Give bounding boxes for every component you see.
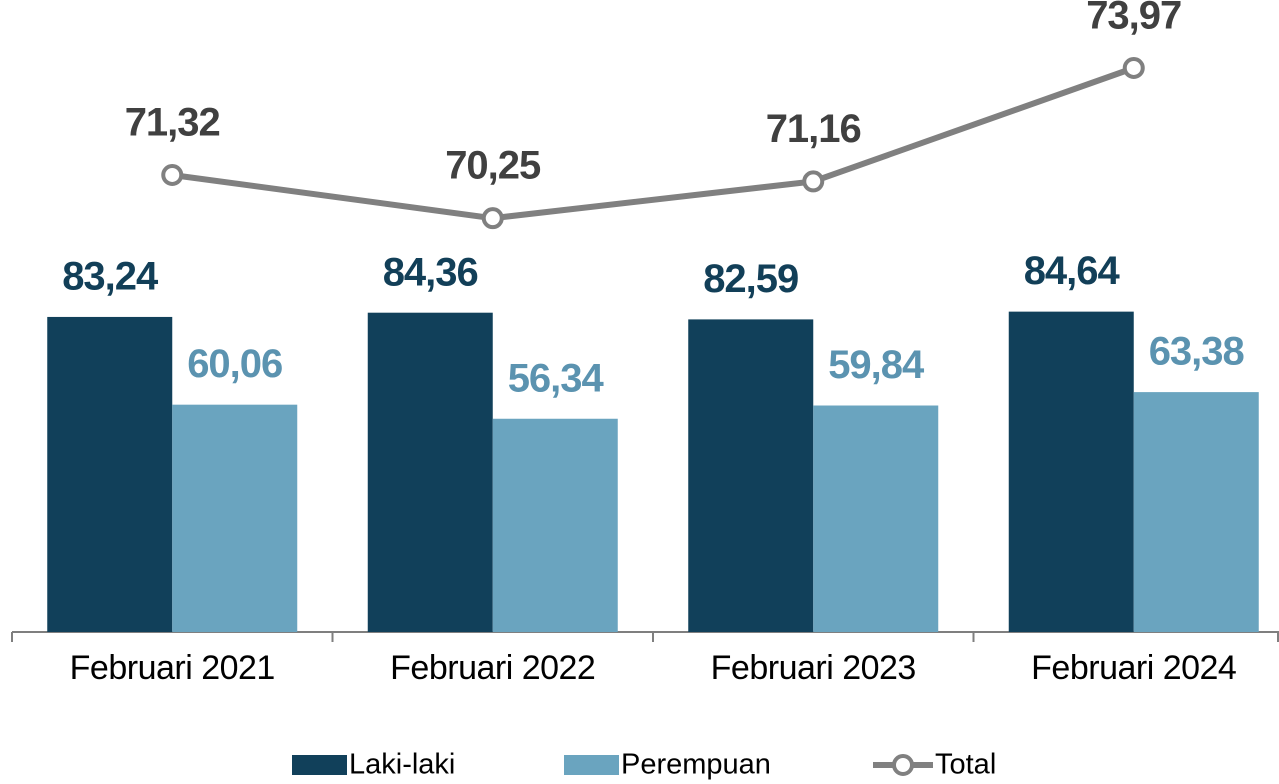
- data-label: 84,36: [383, 250, 478, 294]
- data-label: 59,84: [828, 343, 925, 387]
- x-tick-label: Februari 2024: [1031, 649, 1236, 687]
- data-label: 60,06: [187, 342, 282, 386]
- line: [171, 65, 1135, 222]
- data-label: 56,34: [508, 356, 605, 400]
- data-label: 63,38: [1149, 330, 1245, 374]
- bar: [813, 405, 939, 632]
- bar: [172, 404, 298, 632]
- bar: [47, 316, 173, 632]
- bar: [367, 312, 493, 632]
- data-label: 71,32: [125, 101, 220, 145]
- x-tick-label: Februari 2022: [390, 649, 595, 687]
- marker: [161, 163, 184, 186]
- bar: [1008, 311, 1134, 632]
- bar: [688, 319, 814, 632]
- data-label: 73,97: [1086, 0, 1181, 38]
- legend-swatch: [292, 755, 347, 775]
- marker: [481, 207, 504, 230]
- marker: [1122, 56, 1145, 79]
- legend-swatch: [564, 755, 619, 775]
- x-tick-label: Februari 2021: [70, 649, 275, 687]
- legend-label: Laki-laki: [349, 749, 455, 781]
- bar: [1133, 392, 1259, 632]
- marker: [802, 170, 825, 193]
- data-label: 83,24: [62, 254, 159, 298]
- data-label: 71,16: [766, 107, 861, 151]
- data-label: 70,25: [445, 144, 541, 188]
- legend-label: Total: [935, 749, 996, 781]
- legend-label: Perempuan: [621, 749, 771, 781]
- x-tick-label: Februari 2023: [711, 649, 916, 687]
- legend-swatch: [892, 754, 914, 776]
- data-label: 82,59: [703, 257, 798, 301]
- bar: [492, 418, 618, 632]
- data-label: 84,64: [1024, 249, 1121, 293]
